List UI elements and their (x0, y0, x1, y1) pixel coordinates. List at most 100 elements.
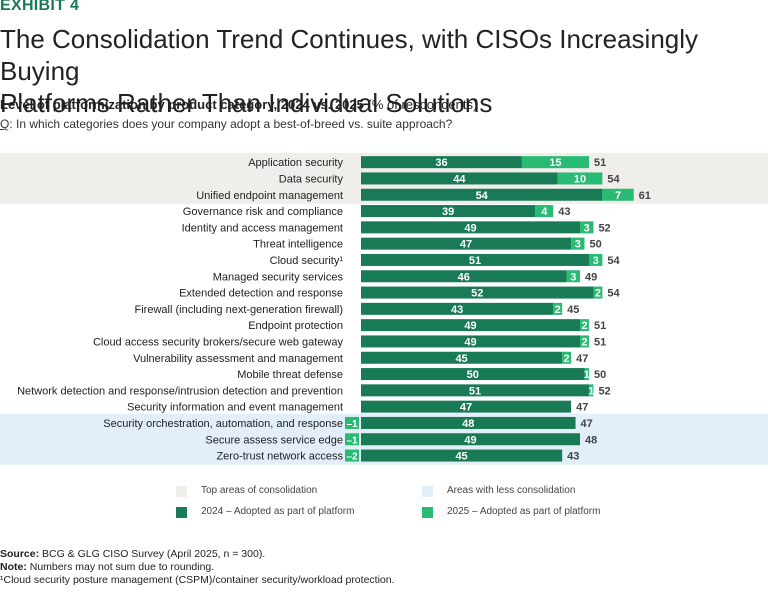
bar-2025-change (521, 156, 589, 169)
exhibit-label: EXHIBIT 4 (0, 0, 80, 14)
bar-2025-change (566, 270, 581, 283)
page-title: The Consolidation Trend Continues, with … (0, 23, 768, 119)
total-2025-value: 51 (594, 320, 606, 332)
bar-2025-change-value: 2 (564, 353, 570, 365)
bar-2025-change-value: 3 (575, 239, 581, 251)
total-2025-value: 43 (558, 206, 570, 218)
category-label: Secure assess service edge (205, 434, 343, 446)
source-text: BCG & GLG CISO Survey (April 2025, n = 3… (39, 548, 266, 560)
bar-2024-value: 46 (458, 271, 470, 283)
legend-label-2024: 2024 – Adopted as part of platform (201, 506, 355, 517)
category-label: Identity and access management (182, 222, 343, 234)
total-2025-value: 54 (607, 173, 620, 185)
bar-2025-change (553, 302, 563, 315)
bar-2024 (361, 433, 581, 446)
bar-2024-value: 52 (471, 288, 483, 300)
category-label: Threat intelligence (253, 239, 343, 251)
total-2025-value: 47 (581, 418, 593, 430)
legend-swatch-less (422, 486, 433, 497)
bar-2024 (361, 335, 581, 348)
category-label: Data security (279, 173, 344, 185)
note-line: Note: Numbers may not sum due to roundin… (0, 561, 395, 574)
legend-swatch-top (176, 486, 187, 497)
bar-2025-change-value: 4 (541, 206, 548, 218)
total-2025-value: 47 (576, 402, 588, 414)
bar-2024-value: 49 (464, 434, 476, 446)
bar-2024-value: 49 (464, 336, 476, 348)
total-2025-value: 48 (585, 434, 597, 446)
category-label: Application security (248, 157, 343, 169)
bar-2025-change-value: –1 (346, 435, 358, 446)
category-label: Unified endpoint management (196, 190, 343, 202)
category-label: Cloud security¹ (270, 255, 344, 267)
bar-2024 (361, 416, 576, 429)
bar-2025-change (345, 416, 359, 429)
bar-2024 (361, 286, 594, 299)
footnote: ¹Cloud security posture management (CSPM… (0, 574, 395, 586)
bar-2025-change (345, 449, 359, 462)
bar-2024-value: 43 (451, 304, 463, 316)
bar-2025-change (580, 221, 594, 234)
bar-2024 (361, 205, 536, 218)
bar-2024-value: 47 (460, 402, 472, 414)
bar-2024-value: 50 (467, 369, 479, 381)
category-label: Governance risk and compliance (183, 206, 343, 218)
bar-2025-change-value: 2 (555, 304, 561, 316)
bar-2024 (361, 253, 589, 266)
subtitle-main: Level of platformization by product cate… (0, 97, 364, 112)
bar-2024-value: 45 (455, 451, 467, 463)
bar-2025-change-value: 1 (584, 369, 590, 381)
source-label: Source: (0, 548, 40, 560)
bar-2024 (361, 368, 585, 381)
bar-2024-value: 49 (464, 222, 476, 234)
question-prefix: Q (0, 117, 10, 131)
bar-2024 (361, 449, 563, 462)
bar-2024-value: 51 (469, 385, 481, 397)
title-line-2: Platforms Rather Than Individual Solutio… (0, 88, 493, 118)
legend-label-less: Areas with less consolidation (447, 485, 576, 496)
bar-2024-value: 54 (476, 190, 489, 202)
title-line-1: The Consolidation Trend Continues, with … (0, 24, 699, 86)
total-2025-value: 50 (594, 369, 606, 381)
note-text: Numbers may not sum due to rounding. (26, 561, 215, 573)
bar-2024 (361, 302, 554, 315)
source-line: Source: BCG & GLG CISO Survey (April 202… (0, 548, 395, 561)
bar-chart: Application security 36 15 51 Data security 4… (0, 153, 768, 465)
legend-label-2025: 2025 – Adopted as part of platform (447, 506, 601, 517)
category-label: Security orchestration, automation, and … (103, 418, 343, 430)
bar-2024-value: 39 (442, 206, 454, 218)
question-text: : In which categories does your company … (9, 117, 453, 131)
category-label: Network detection and response/intrusion… (17, 385, 343, 397)
bar-2025-change-value: 7 (615, 190, 621, 202)
bar-2024 (361, 237, 572, 250)
bar-2024-value: 47 (460, 239, 472, 251)
bar-2025-change-value: –1 (346, 419, 358, 430)
bar-2025-change (557, 172, 603, 185)
bar-2024-value: 48 (462, 418, 474, 430)
bar-2025-change-value: 3 (570, 271, 576, 283)
category-label: Cloud access security brokers/secure web… (93, 336, 344, 348)
bar-2024 (361, 156, 522, 169)
bar-2025-change-value: –2 (346, 452, 358, 463)
bar-2024-value: 45 (455, 353, 467, 365)
total-2025-value: 51 (594, 336, 606, 348)
bar-2025-change (535, 205, 554, 218)
category-label: Vulnerability assessment and management (133, 353, 343, 365)
bar-2025-change (584, 368, 589, 381)
total-2025-value: 49 (585, 271, 597, 283)
total-2025-value: 45 (567, 304, 579, 316)
total-2025-value: 47 (576, 353, 588, 365)
source-notes: Source: BCG & GLG CISO Survey (April 202… (0, 548, 395, 587)
category-label: Security information and event managemen… (127, 402, 343, 414)
bar-2025-change-value: 15 (549, 157, 561, 169)
category-label: Firewall (including next-generation fire… (135, 304, 343, 316)
bar-2025-change-value: 10 (574, 173, 586, 185)
category-label: Zero-trust network access (216, 451, 343, 463)
subtitle-unit: (% of respondents) (367, 97, 478, 112)
survey-question: Q: In which categories does your company… (0, 117, 452, 131)
legend-swatch-2024 (176, 507, 187, 518)
category-label: Managed security services (213, 271, 344, 283)
chart-subtitle: Level of platformization by product cate… (0, 97, 477, 112)
total-2025-value: 52 (598, 385, 610, 397)
bar-2025-change-value: 1 (588, 385, 594, 397)
